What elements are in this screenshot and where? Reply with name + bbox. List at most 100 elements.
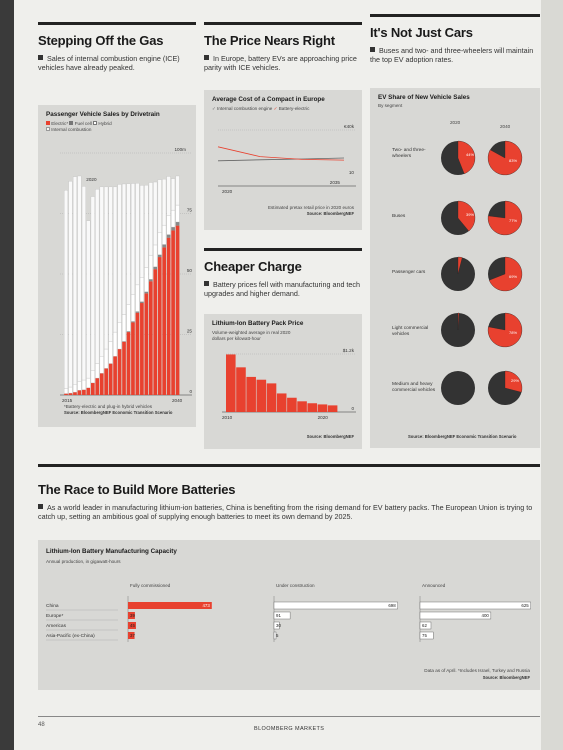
bar-internal-combustion-2026 <box>113 186 118 333</box>
bar-fuel-cell-2034 <box>148 279 153 282</box>
section-stepping-off-gas: Stepping Off the Gas Sales of internal c… <box>38 22 196 72</box>
bar-internal-combustion-2033 <box>144 185 149 268</box>
chart-source: Source: BloombergNEF <box>306 211 354 216</box>
pie-2040-slice-3 <box>488 256 523 292</box>
bar-value-label: 39 <box>130 613 135 618</box>
section-title: It's Not Just Cars <box>370 25 473 40</box>
pie-2020-value: 44% <box>466 152 474 157</box>
panel-manufacturing-capacity: Lithium-Ion Battery Manufacturing Capaci… <box>38 540 540 690</box>
vehicle-sales-chart: 100m 75 50 25 0 2020 2015 2040 <box>60 147 193 403</box>
bar-value-label: 62 <box>422 623 427 628</box>
chart-legend: Electric* Fuel cell Hybrid Internal comb… <box>46 121 186 133</box>
y-tick-label: 50 <box>187 268 193 273</box>
bar-internal-combustion-2029 <box>126 183 131 305</box>
bar-internal-combustion-2027 <box>117 184 122 323</box>
bar-2015 <box>276 393 287 412</box>
bar-hybrid-2030 <box>130 294 135 322</box>
manufacturing-capacity-chart: 473 39 45 37 698 91 30 5 625 400 62 75 <box>46 596 531 642</box>
y-tick-label: 75 <box>187 208 193 213</box>
bar-hybrid-2023 <box>99 356 104 374</box>
bar-electric--2035 <box>153 269 158 395</box>
bar-electric--2029 <box>126 332 131 395</box>
y-top-label: €40k <box>344 124 355 129</box>
section-title: Cheaper Charge <box>204 259 302 274</box>
pie-2040-value: 78% <box>509 330 517 335</box>
bar-internal-combustion-2032 <box>139 185 144 278</box>
bar-under-construction-0 <box>273 601 398 610</box>
section-cheaper-charge: Cheaper Charge Battery prices fell with … <box>204 248 362 298</box>
bar-hybrid-2035 <box>153 244 158 267</box>
bar-electric--2021 <box>90 382 95 395</box>
bar-hybrid-2025 <box>108 341 113 364</box>
bar-hybrid-2024 <box>104 348 109 369</box>
bar-2010 <box>226 354 236 412</box>
section-rule <box>38 22 196 25</box>
x-tick-label: 2020 <box>318 415 329 420</box>
bar-internal-combustion-2024 <box>104 186 109 350</box>
line-internal-combustion-engine <box>217 157 345 162</box>
pie-2020-slice-1 <box>457 140 476 175</box>
bar-hybrid-2031 <box>135 284 140 312</box>
bar-internal-combustion-2021 <box>90 196 95 371</box>
bar-announced-3 <box>419 631 434 640</box>
x-tick-label: 2015 <box>62 398 73 403</box>
bar-internal-combustion-2019 <box>81 186 86 381</box>
bar-announced-1 <box>419 611 492 620</box>
bar-internal-combustion-2016 <box>68 181 73 388</box>
bar-hybrid-2016 <box>68 386 73 394</box>
bar-2020 <box>327 405 338 412</box>
group-label: Under construction <box>276 583 315 588</box>
pie-2040-value: 69% <box>509 274 517 279</box>
bar-electric--2023 <box>99 373 104 395</box>
bar-electric--2016 <box>68 393 73 395</box>
bar-value-label: 473 <box>202 603 210 608</box>
bar-hybrid-2026 <box>113 331 118 357</box>
bar-hybrid-2020 <box>86 377 91 388</box>
chart-footnote: *Battery-electric and plug-in hybrid veh… <box>64 404 153 409</box>
bar-under-construction-3 <box>273 631 277 640</box>
bar-hybrid-2032 <box>139 277 144 302</box>
chart-source: Source: BloombergNEF Economic Transition… <box>408 434 517 439</box>
panel-compact-cost: Average Cost of a Compact in Europe ✓ In… <box>204 90 362 230</box>
y-top-label: $1.2k <box>343 348 355 353</box>
segment-label: Buses <box>392 214 406 219</box>
bar-value-label: 45 <box>130 623 135 628</box>
bar-internal-combustion-2038 <box>166 176 171 216</box>
section-lede: Battery prices fell with manufacturing a… <box>204 280 361 298</box>
chart-source: Source: BloombergNEF <box>482 675 530 680</box>
bar-internal-combustion-2022 <box>95 189 100 364</box>
chart-subtitle: Volume-weighted average in real 2020 dol… <box>212 330 291 341</box>
year-2020-label: 2020 <box>450 120 461 125</box>
bar-internal-combustion-2040 <box>175 175 180 206</box>
section-rule <box>204 22 362 25</box>
bar-fuel-cell-2037 <box>162 244 167 248</box>
bar-hybrid-2033 <box>144 267 149 292</box>
bar-announced-0 <box>419 601 531 610</box>
section-rule <box>204 248 362 251</box>
bar-hybrid-2036 <box>157 232 162 255</box>
bar-electric--2019 <box>82 389 86 395</box>
bar-2014 <box>266 383 277 412</box>
chart-subtitle: Annual production, in gigawatt-hours <box>46 559 121 564</box>
bar-hybrid-2015 <box>64 388 69 394</box>
pie-2040-slice-5 <box>504 370 523 393</box>
pie-2040-slice-1 <box>487 140 523 176</box>
chart-title: Lithium-Ion Battery Manufacturing Capaci… <box>46 548 177 555</box>
line-battery-electric <box>217 146 345 161</box>
chart-title: Passenger Vehicle Sales by Drivetrain <box>46 111 160 118</box>
bar-electric--2036 <box>157 257 162 395</box>
section-lede: As a world leader in manufacturing lithi… <box>38 503 533 521</box>
bar-hybrid-2017 <box>72 384 77 393</box>
footer-rule <box>38 716 540 717</box>
bar-fuel-cell-2040 <box>175 221 180 226</box>
y-tick-label: 0 <box>189 389 192 394</box>
bar-internal-combustion-2025 <box>108 186 113 342</box>
bar-hybrid-2039 <box>171 209 176 228</box>
section-lede: In Europe, battery EVs are approaching p… <box>204 54 357 72</box>
bar-under-construction-2 <box>273 621 280 630</box>
bar-fuel-cell-2038 <box>166 234 171 238</box>
page-edge-left <box>0 0 14 750</box>
bar-hybrid-2019 <box>81 379 86 390</box>
bar-electric--2030 <box>131 322 135 395</box>
bar-value-label: 5 <box>276 633 279 638</box>
